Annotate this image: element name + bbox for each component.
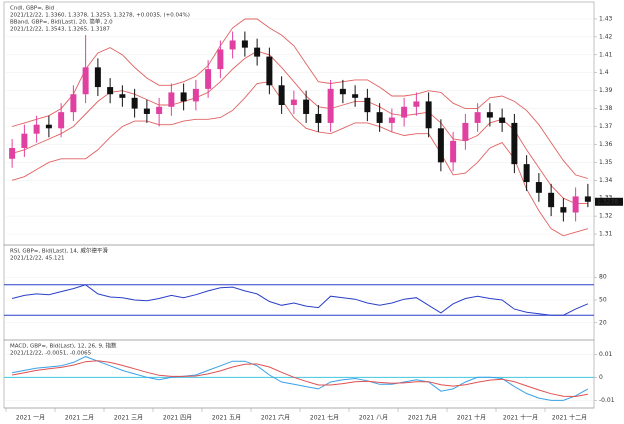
candle-body: [168, 92, 175, 107]
candle-body: [205, 69, 212, 89]
x-tick-label: 2021 六月: [261, 414, 290, 422]
y-tick-label: 1.4: [599, 69, 609, 76]
bollinger-band: [11, 81, 589, 237]
candle-body: [82, 67, 89, 95]
indicator-line: [12, 360, 588, 398]
last-price-label: 1.3278: [597, 198, 618, 205]
candle-body: [450, 140, 457, 163]
y-tick-label: -0.01: [599, 397, 615, 404]
candle-body: [192, 88, 199, 102]
candle-body: [339, 88, 346, 95]
candle-body: [94, 67, 101, 88]
bollinger-band: [11, 18, 589, 179]
y-tick-label: 0: [599, 374, 603, 381]
panel-header: 2021/12/22, 1.3360, 1.3378, 1.3253, 1.32…: [10, 13, 190, 19]
candle-body: [315, 113, 322, 123]
candle-body: [45, 124, 52, 129]
y-tick-label: 1.37: [599, 123, 613, 130]
y-tick-label: 50: [599, 297, 607, 304]
y-tick-label: 1.39: [599, 87, 613, 94]
candle-body: [437, 128, 444, 163]
y-tick-label: 0.01: [599, 351, 613, 358]
candle-body: [290, 99, 297, 105]
candle-body: [388, 117, 395, 123]
x-tick-label: 2021 三月: [114, 415, 143, 422]
candle-body: [21, 133, 28, 149]
candle-body: [131, 97, 138, 109]
candle-body: [462, 122, 469, 141]
last-price-box: [595, 197, 623, 206]
y-tick-label: 1.31: [599, 231, 613, 238]
y-tick-label: 1.42: [599, 33, 613, 40]
candle-body: [499, 117, 506, 123]
candle-body: [413, 101, 420, 107]
candle-body: [107, 87, 114, 95]
candle-body: [180, 92, 187, 102]
candle-body: [572, 196, 579, 213]
candle-body: [70, 94, 77, 113]
candle-body: [364, 97, 371, 113]
indicator-line: [12, 356, 589, 401]
indicator-line: [11, 284, 589, 316]
candle-body: [425, 101, 432, 129]
candle-body: [143, 108, 150, 114]
candle-body: [511, 122, 518, 165]
panel-header: BBand, GBP=, Bid(Last), 20, 简单, 2.0: [10, 18, 113, 26]
y-tick-label: 1.34: [599, 177, 613, 184]
x-tick-label: 2021 四月: [163, 415, 192, 422]
x-tick-label: 2021 十月: [457, 414, 486, 422]
candle-body: [548, 192, 555, 208]
panel-header: Cndl, GBP=, Bid: [10, 6, 54, 12]
panel-header: 2021/12/22, 45.121: [10, 256, 64, 262]
x-tick-label: 2021 十二月: [552, 414, 587, 422]
y-tick-label: 20: [599, 319, 607, 326]
candle-body: [535, 182, 542, 193]
x-tick-label: 2021 二月: [65, 415, 94, 422]
candle-body: [584, 196, 591, 202]
candle-body: [486, 112, 493, 118]
x-tick-label: 2021 一月: [16, 415, 45, 422]
y-tick-label: 1.41: [599, 51, 613, 58]
candle-body: [401, 106, 408, 118]
candle-body: [352, 94, 359, 98]
x-tick-label: 2021 五月: [212, 415, 241, 422]
candle-body: [229, 40, 236, 50]
candle-body: [523, 164, 530, 183]
x-tick-label: 2021 十一月: [503, 414, 538, 422]
y-tick-label: 1.35: [599, 159, 613, 166]
y-tick-label: 80: [599, 274, 607, 281]
panel-header: MACD, GBP=, Bid(Last), 12, 26, 9, 指数: [10, 342, 117, 350]
candle-body: [241, 40, 248, 48]
candle-body: [266, 56, 273, 86]
candle-body: [9, 148, 16, 159]
candle-body: [303, 99, 310, 114]
y-tick-label: 1.36: [599, 141, 613, 148]
candle-body: [278, 85, 285, 105]
candle-body: [217, 49, 224, 70]
y-tick-label: 1.43: [599, 15, 613, 22]
x-tick-label: 2021 八月: [359, 415, 388, 422]
candle-body: [474, 112, 481, 123]
panel-header: 2021/12/22, 1.3543, 1.3265, 1.3187: [10, 27, 110, 33]
candle-body: [254, 47, 261, 57]
candle-body: [58, 112, 65, 129]
candle-body: [327, 88, 334, 123]
x-tick-label: 2021 七月: [310, 414, 339, 422]
y-tick-label: 1.32: [599, 213, 613, 220]
panel-header: 2021/12/22, -0.0051, -0.0065: [10, 351, 92, 357]
candle-body: [156, 106, 163, 114]
candle-body: [119, 94, 126, 98]
candle-body: [560, 207, 567, 213]
candle-body: [376, 112, 383, 123]
x-tick-label: 2021 九月: [408, 414, 437, 422]
y-tick-label: 1.38: [599, 105, 613, 112]
panel-header: RSI, GBP=, Bid(Last), 14, 威尔德平滑: [10, 247, 108, 255]
candle-body: [33, 124, 40, 134]
